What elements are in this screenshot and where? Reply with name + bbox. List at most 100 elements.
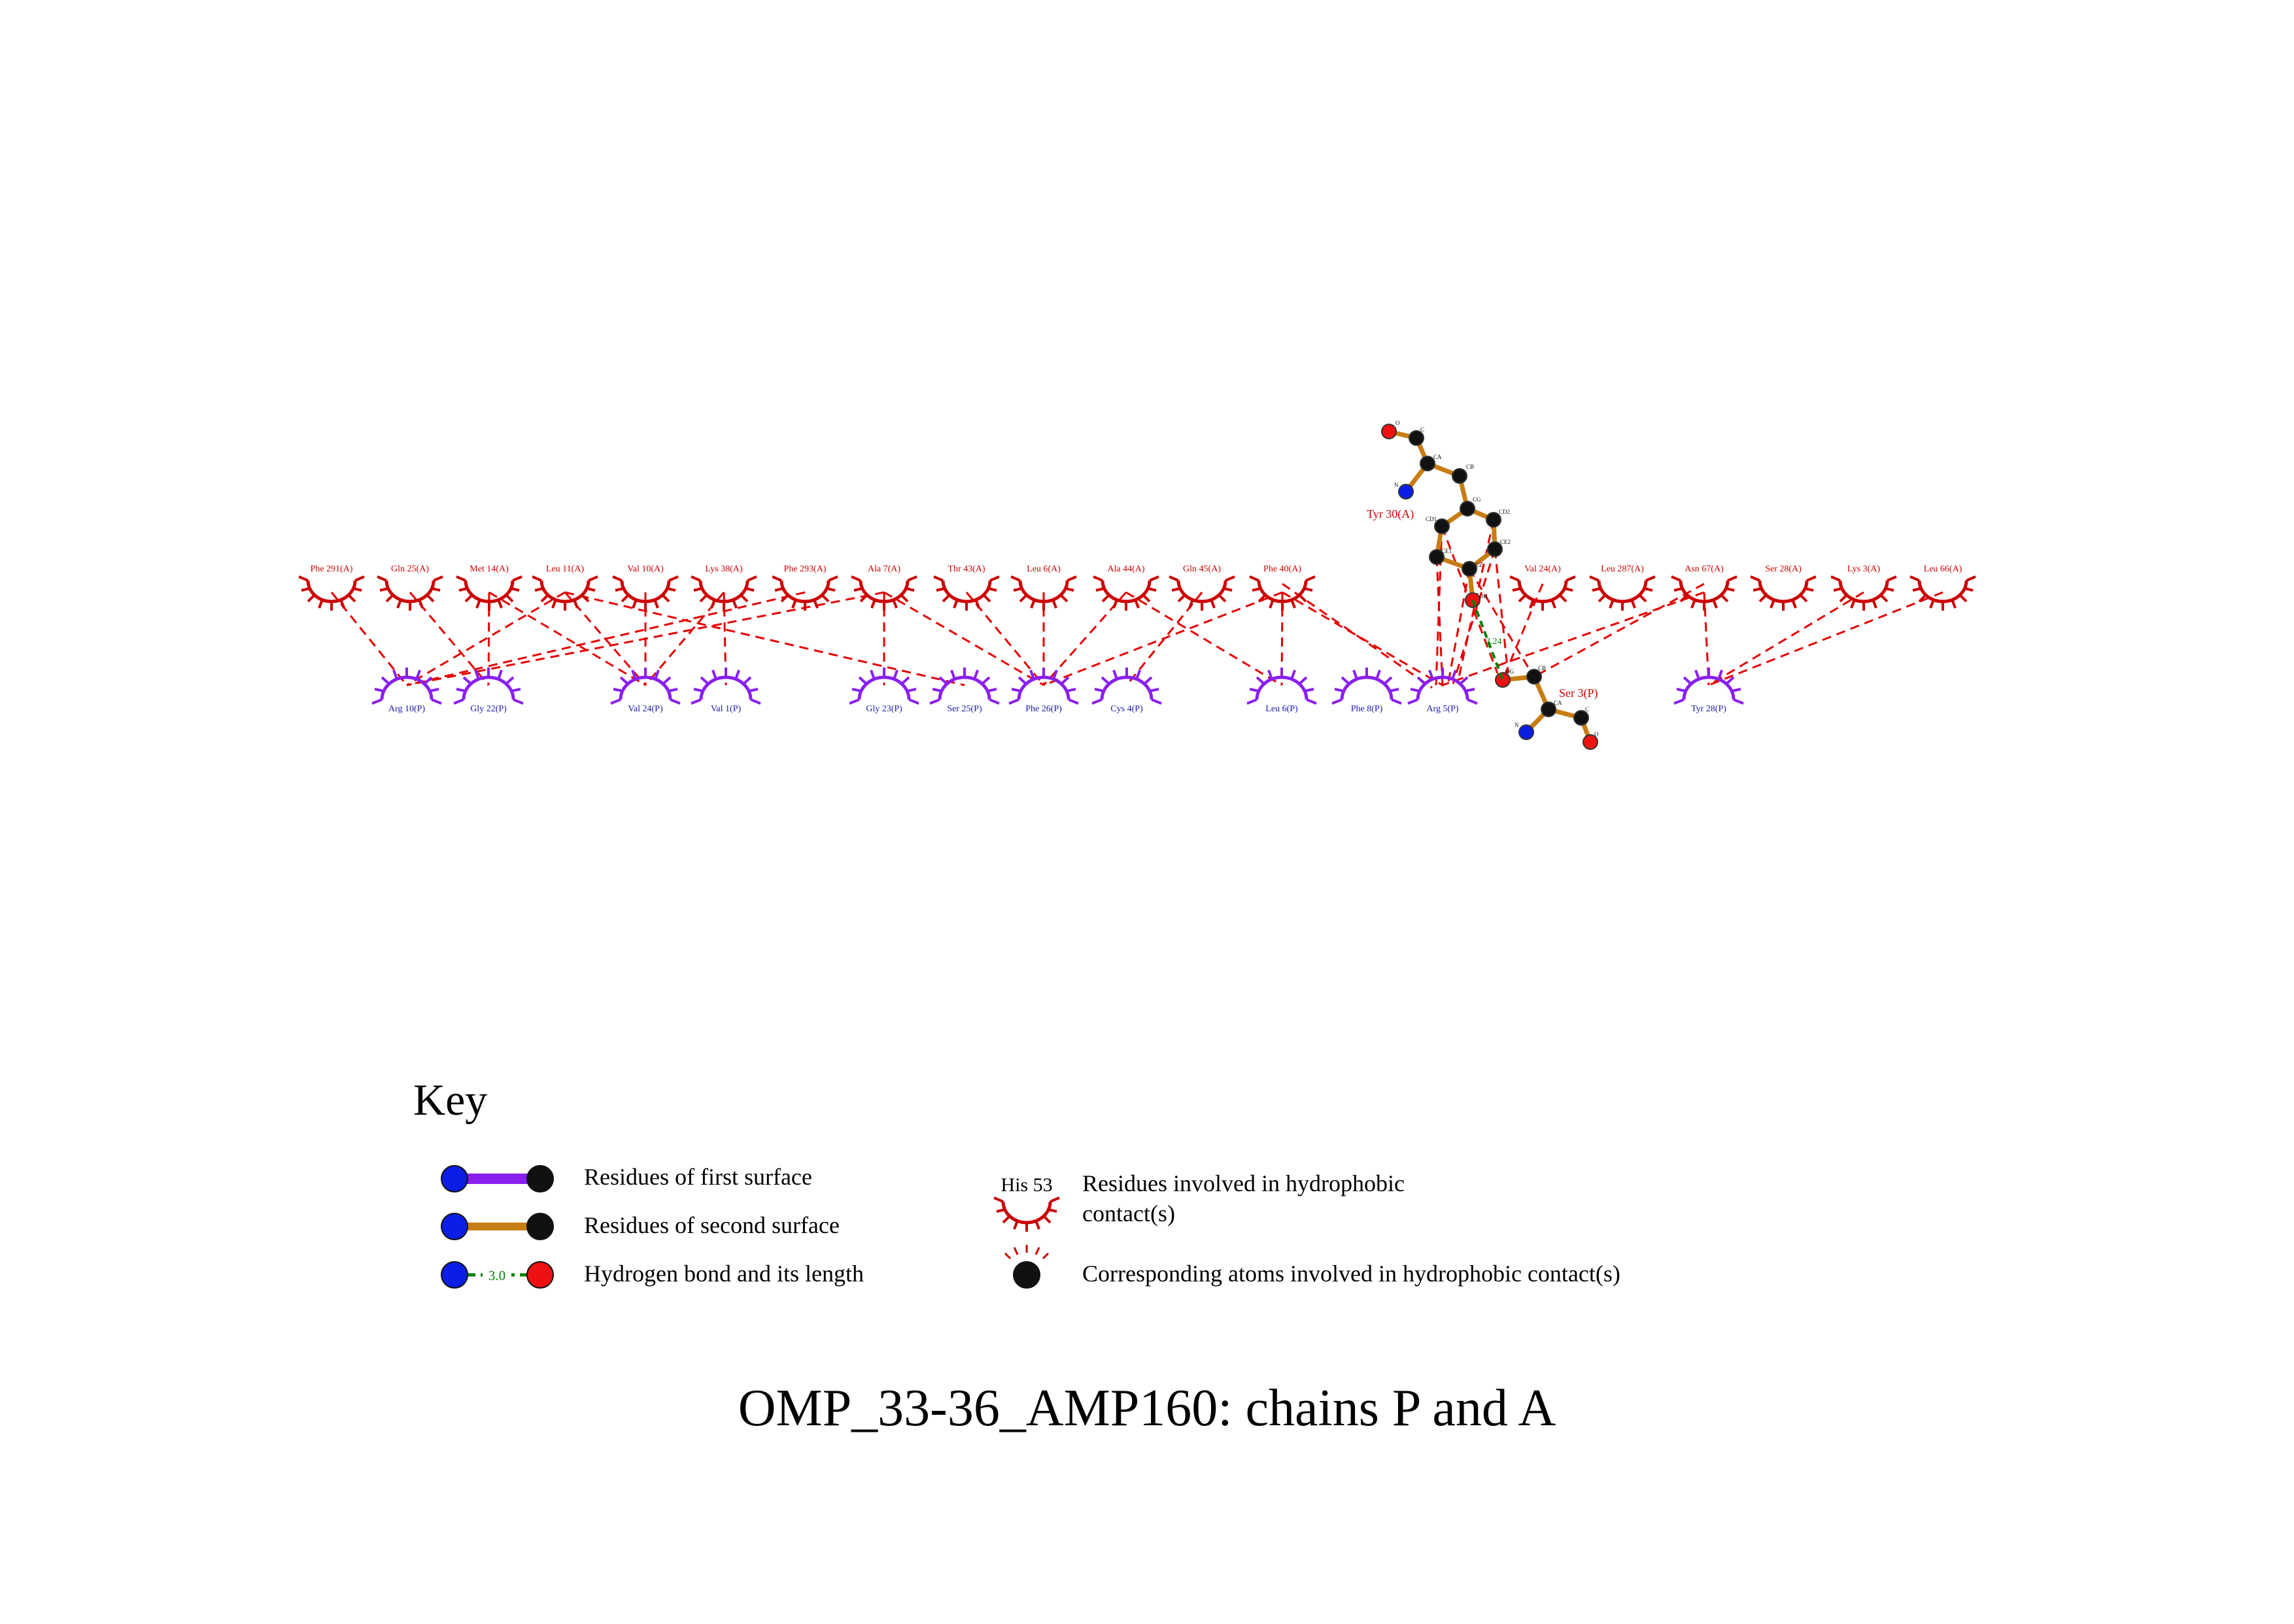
residue-phe-26-p: Phe 26(P) — [1009, 668, 1078, 714]
hydrophobic-arc — [1831, 577, 1896, 611]
hydrophobic-arc — [611, 668, 680, 703]
residue-ser-25-p: Ser 25(P) — [930, 668, 999, 714]
atom-label: C — [1585, 706, 1589, 713]
hydrophobic-arc — [454, 668, 523, 703]
key-first-surface: Residues of first surface — [441, 1164, 812, 1193]
ligand-tyr30-a: O C CA N CB CG CD1 CD2 CE1 CE2 CZ OH Tyr… — [1367, 420, 1511, 608]
residue-label: Val 1(P) — [711, 704, 742, 714]
hydrophobic-contact-line — [1452, 549, 1496, 685]
residue-label: Leu 66(A) — [1924, 564, 1962, 574]
hydrophobic-contact-line — [409, 592, 490, 686]
residue-label: Asn 67(A) — [1685, 564, 1724, 574]
atom-cz — [1462, 561, 1477, 577]
atom-label: CG — [1473, 496, 1481, 503]
chain-a-residues: Phe 291(A) Gln 25(A) Met 14(A) Leu 11(A) Val… — [299, 564, 1976, 611]
residue-gln-45-a: Gln 45(A) — [1169, 564, 1235, 611]
key-atom-icon — [1013, 1261, 1040, 1289]
key-first-surface-label: Residues of first surface — [584, 1164, 812, 1190]
key-hydrophobic-label-1: Residues involved in hydrophobic — [1082, 1170, 1405, 1196]
atom-ca — [1420, 456, 1435, 471]
hydrophobic-arc — [1247, 668, 1316, 703]
residue-label: Leu 287(A) — [1601, 564, 1644, 574]
hydrophobic-arc — [1590, 577, 1655, 611]
ligand-label: Ser 3(P) — [1559, 686, 1598, 700]
hydrophobic-contact-line — [406, 591, 806, 686]
hydrophobic-arc — [372, 668, 441, 703]
atom-label: CA — [1433, 454, 1442, 460]
key-hydrophobic-arc — [994, 1198, 1059, 1232]
residue-val-10-a: Val 10(A) — [613, 564, 678, 611]
hydrophobic-contact-line — [1043, 591, 1283, 686]
atom-o — [1583, 734, 1598, 750]
hydrophobic-contact-line — [1435, 526, 1443, 686]
hydrophobic-arc — [1510, 577, 1575, 611]
residue-label: Tyr 28(P) — [1691, 704, 1726, 714]
hydrophobic-contact-line — [1282, 583, 1433, 689]
hydrophobic-arc — [1910, 577, 1976, 611]
residue-label: Lys 38(A) — [705, 564, 743, 574]
hydrophobic-contact-line — [1494, 549, 1509, 674]
hydrophobic-contact-line — [564, 592, 647, 686]
residue-leu-6-p: Leu 6(P) — [1247, 668, 1316, 714]
residue-label: Leu 6(A) — [1027, 564, 1061, 574]
residue-gln-25-a: Gln 25(A) — [377, 564, 443, 611]
hydrophobic-arc — [1751, 577, 1816, 611]
atom-label: CA — [1554, 700, 1562, 706]
residue-lys-38-a: Lys 38(A) — [691, 564, 757, 611]
hydrophobic-contact-line — [488, 591, 646, 686]
residue-leu-6-a: Leu 6(A) — [1011, 564, 1076, 611]
residue-label: Phe 40(A) — [1263, 564, 1301, 574]
atom-ce1 — [1429, 549, 1445, 565]
atom-ca — [1541, 702, 1556, 717]
atom-label: N — [1394, 482, 1399, 488]
residue-leu-11-a: Leu 11(A) — [532, 564, 598, 611]
hydrophobic-arc — [1674, 668, 1743, 703]
atom-o — [1381, 424, 1397, 439]
atom-c — [1409, 430, 1424, 446]
key-hbond-label: Hydrogen bond and its length — [584, 1260, 864, 1287]
key-hbond-example: 3.0 — [488, 1268, 505, 1283]
hydrophobic-contact-line — [406, 591, 566, 686]
hydrophobic-arc — [691, 668, 761, 703]
residue-arg-10-p: Arg 10(P) — [372, 668, 441, 714]
residue-label: Met 14(A) — [470, 564, 509, 574]
atom-label: C — [1420, 426, 1424, 433]
key-title: Key — [413, 1075, 487, 1125]
hydrophobic-contact-line — [1125, 591, 1282, 686]
residue-label: Phe 291(A) — [311, 564, 353, 574]
residue-label: Val 24(P) — [628, 704, 663, 714]
hydrophobic-arc — [1009, 668, 1078, 703]
residue-tyr-28-p: Tyr 28(P) — [1674, 668, 1743, 714]
key-corresponding-atoms-label: Corresponding atoms involved in hydropho… — [1082, 1260, 1620, 1287]
atom-c — [1573, 710, 1589, 726]
residue-asn-67-a: Asn 67(A) — [1671, 564, 1737, 611]
residue-val-24-p: Val 24(P) — [611, 668, 680, 714]
hydrophobic-contact-line — [564, 591, 965, 686]
residue-label: Gln 25(A) — [391, 564, 429, 574]
residue-met-14-a: Met 14(A) — [456, 564, 522, 611]
residue-val-1-p: Val 1(P) — [691, 668, 761, 714]
residue-label: Ala 7(A) — [868, 564, 900, 574]
hbond-length: 3.24 — [1486, 637, 1502, 647]
residue-label: Arg 5(P) — [1426, 704, 1458, 714]
residue-lys-3-a: Lys 3(A) — [1831, 564, 1896, 611]
chain-p-residues: Arg 10(P) Gly 22(P) Val 24(P) Val 1(P) Gly 2… — [372, 668, 1743, 714]
residue-label: Phe 293(A) — [784, 564, 827, 574]
residue-label: Ser 28(A) — [1765, 564, 1802, 574]
key-second-surface-label: Residues of second surface — [584, 1212, 840, 1238]
hydrophobic-arc — [1092, 668, 1161, 703]
key-hydrophobic: His 53 Residues involved in hydrophobic … — [994, 1170, 1405, 1232]
hydrophobic-contact-line — [1042, 592, 1127, 686]
atom-og — [1495, 672, 1511, 688]
hydrogen-bond: 3.24 — [1471, 600, 1504, 681]
residue-label: Gln 45(A) — [1183, 564, 1221, 574]
hydrophobic-contact-line — [1468, 568, 1532, 671]
key-hydrogen-bond: 3.0 Hydrogen bond and its length — [441, 1260, 864, 1289]
residue-leu-287-a: Leu 287(A) — [1590, 564, 1655, 611]
key-hydrophobic-label-2: contact(s) — [1082, 1200, 1175, 1226]
atom-cg — [1460, 501, 1475, 516]
atom-cd2 — [1486, 512, 1501, 528]
hydrophobic-contact-line — [1708, 591, 1943, 686]
